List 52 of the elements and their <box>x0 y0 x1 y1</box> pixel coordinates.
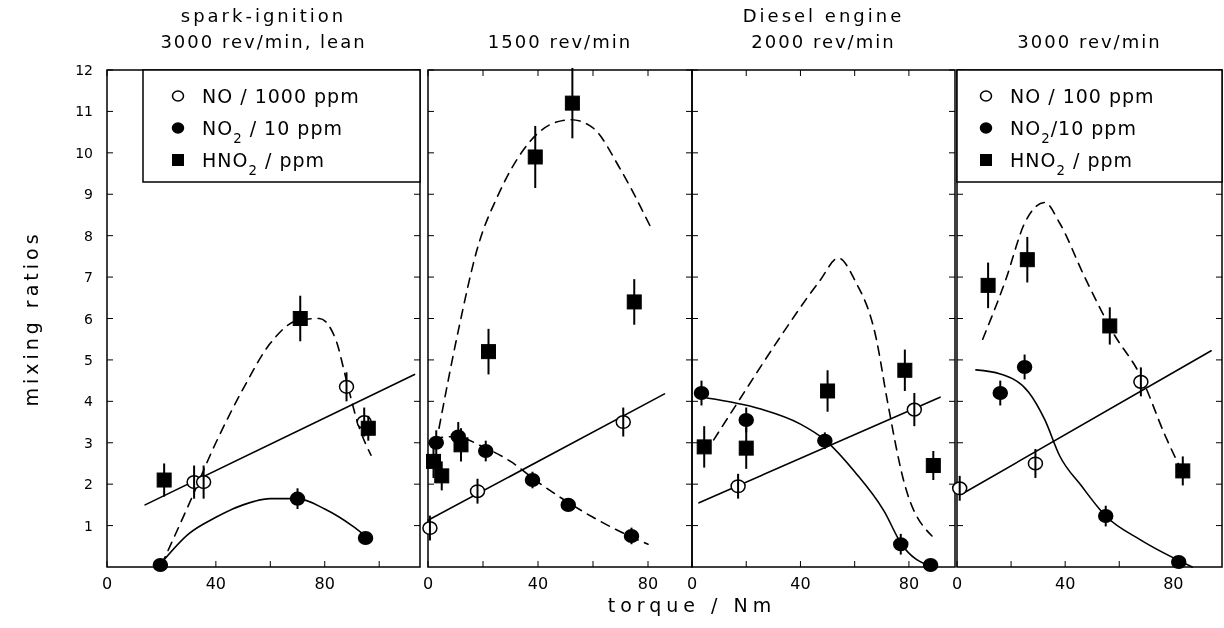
point <box>980 277 996 293</box>
y-tick-label: 7 <box>84 269 93 286</box>
legend-label: NO / 1000 ppm <box>202 85 360 107</box>
chart-subtitle: 1500 rev/min <box>487 31 633 52</box>
point <box>1170 554 1187 570</box>
chart-subtitle: 2000 rev/min <box>751 31 896 52</box>
chart-title: spark-ignition <box>180 5 347 26</box>
x-tick-label: 80 <box>898 574 920 593</box>
point <box>527 149 543 165</box>
x-tick-label: 80 <box>314 574 335 593</box>
y-tick-label: 6 <box>84 310 94 327</box>
x-tick-label: 40 <box>1054 574 1076 593</box>
point <box>152 557 169 572</box>
point <box>626 294 642 310</box>
point <box>453 437 469 453</box>
legend-label: NO$_{2}$/10 ppm <box>1010 117 1137 146</box>
y-tick-label: 5 <box>84 351 93 368</box>
x-tick-label: 80 <box>1163 574 1184 593</box>
point <box>564 95 580 111</box>
x-tick-label: 0 <box>101 574 113 593</box>
y-tick-label: 12 <box>75 62 93 78</box>
chart-title: Diesel engine <box>742 5 905 26</box>
legend-label: HNO$_{2}$ / ppm <box>1010 149 1134 178</box>
x-tick-label: 40 <box>205 574 227 593</box>
point <box>1175 463 1191 479</box>
point <box>156 472 172 488</box>
point <box>1102 318 1118 334</box>
chart-subtitle: 3000 rev/min, lean <box>160 31 367 52</box>
x-tick-label: 40 <box>527 574 549 593</box>
legend-label: NO / 100 ppm <box>1010 85 1155 107</box>
x-tick-label: 0 <box>951 574 963 593</box>
y-tick-label: 1 <box>84 517 93 534</box>
legend-label: HNO$_{2}$ / ppm <box>202 149 326 178</box>
chart-subtitle: 3000 rev/min <box>1017 31 1162 52</box>
y-tick-label: 9 <box>84 186 93 203</box>
x-tick-label: 0 <box>422 574 434 593</box>
y-tick-label: 11 <box>75 103 93 120</box>
x-axis-title: torque / Nm <box>607 594 777 616</box>
x-tick-label: 0 <box>686 574 698 593</box>
point <box>738 440 754 456</box>
y-tick-label: 3 <box>84 434 93 451</box>
y-tick-label: 8 <box>84 227 93 244</box>
y-tick-label: 2 <box>84 476 93 493</box>
y-tick-label: 10 <box>75 144 93 161</box>
y-tick-label: 4 <box>84 393 94 410</box>
x-tick-label: 80 <box>637 574 659 593</box>
x-tick-label: 40 <box>790 574 811 593</box>
point <box>696 439 712 455</box>
legend-label: NO$_{2}$ / 10 ppm <box>202 117 343 146</box>
point <box>820 383 836 399</box>
point <box>922 557 939 572</box>
y-axis-title: mixing ratios <box>20 230 42 407</box>
